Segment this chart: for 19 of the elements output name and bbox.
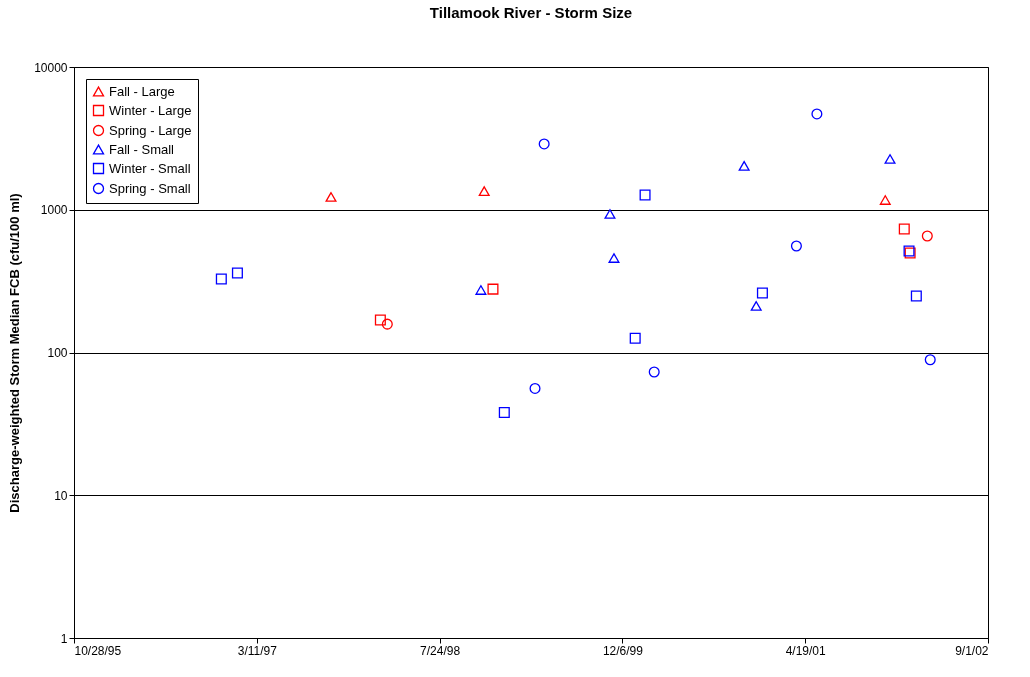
- y-tick-label: 100: [47, 346, 68, 360]
- y-tick-label: 10: [54, 488, 68, 503]
- y-tick-label: 10000: [34, 60, 68, 75]
- chart-title: Tillamook River - Storm Size: [429, 4, 633, 21]
- y-tick-label: 1: [60, 631, 68, 646]
- x-tick-label: 3/11/97: [237, 643, 278, 658]
- x-tick-label: 4/19/01: [785, 643, 827, 658]
- legend-label: Spring - Small: [109, 180, 191, 196]
- x-tick-label: 9/1/02: [955, 643, 989, 658]
- y-axis-title: Discharge-weighted Storm Median FCB (cfu/100 ml): [7, 193, 23, 513]
- legend-label: Winter - Large: [109, 102, 192, 118]
- legend-label: Fall - Large: [109, 83, 175, 99]
- y-tick-label: 1000: [40, 203, 68, 218]
- legend-label: Fall - Small: [109, 141, 175, 157]
- legend-label: Winter - Small: [109, 160, 191, 176]
- x-tick-label: 7/24/98: [420, 643, 461, 658]
- x-tick-label: 12/6/99: [602, 643, 644, 658]
- x-tick-label: 10/28/95: [74, 643, 122, 658]
- legend-label: Spring - Large: [109, 122, 192, 138]
